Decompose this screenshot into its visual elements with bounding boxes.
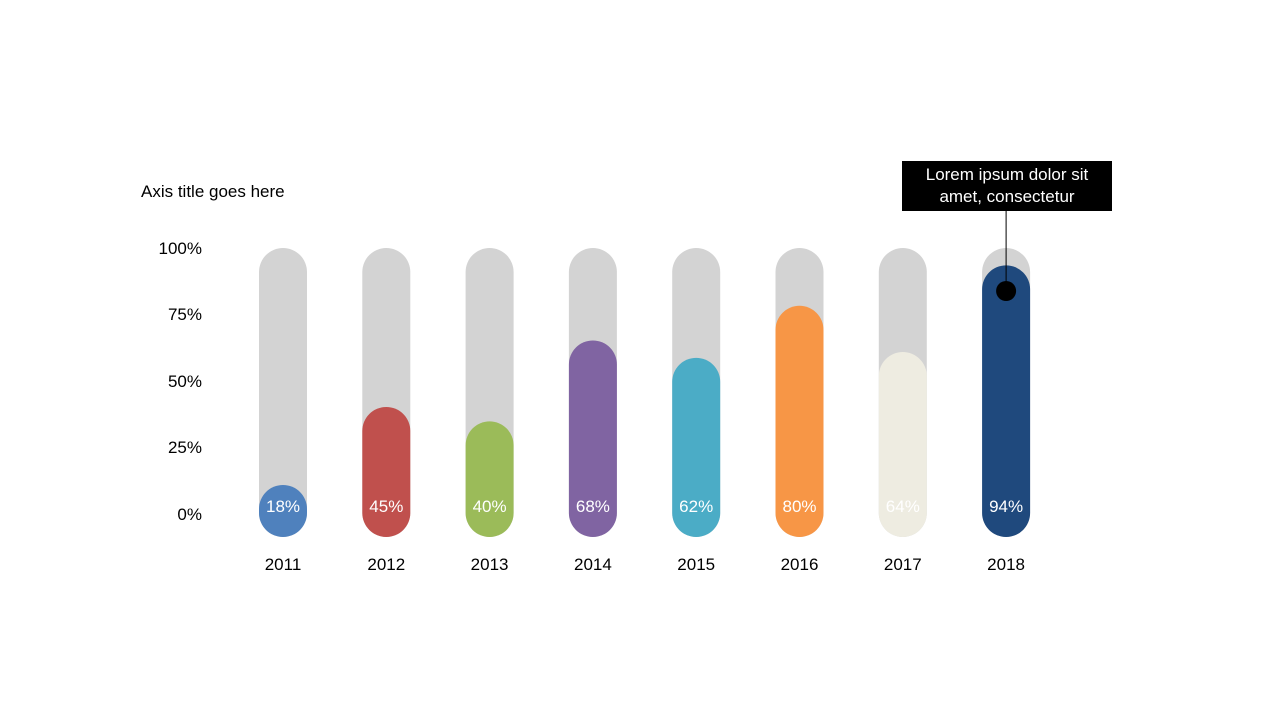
y-tick-label: 100% — [159, 239, 202, 258]
bar-value — [672, 357, 721, 537]
bar-value — [568, 340, 617, 537]
annotation-callout: Lorem ipsum dolor sit amet, consectetur — [902, 161, 1112, 211]
x-category-label: 2015 — [677, 555, 715, 574]
x-category-label: 2017 — [884, 555, 922, 574]
bar-value — [878, 352, 927, 537]
x-category-label: 2011 — [265, 555, 302, 574]
y-axis-ticks: 100% 75% 50% 25% 0% — [159, 239, 202, 524]
bar-value — [775, 305, 824, 537]
y-axis-title: Axis title goes here — [141, 182, 285, 201]
annotation-connector — [996, 211, 1017, 301]
x-category-label: 2013 — [471, 555, 509, 574]
x-category-label: 2012 — [367, 555, 405, 574]
annotation-marker — [996, 281, 1017, 301]
bar-value — [362, 406, 411, 537]
bar-value-label: 64% — [886, 497, 920, 516]
bar-track — [259, 248, 307, 537]
y-tick-label: 0% — [177, 505, 202, 524]
annotation-text: Lorem ipsum dolor sit amet, consectetur — [925, 165, 1089, 206]
y-tick-label: 25% — [168, 438, 202, 457]
bar-value-label: 62% — [679, 497, 713, 516]
bar-value — [465, 421, 514, 537]
bar-value-label: 45% — [369, 497, 403, 516]
bar-value-label: 40% — [473, 497, 507, 516]
bar-series: 18% 2011 45% 2012 40% 2013 68% 2014 62% 2015 80% 20… — [259, 248, 1031, 574]
y-tick-label: 75% — [168, 305, 202, 324]
bar-value-label: 18% — [266, 497, 300, 516]
bar-value-label: 68% — [576, 497, 610, 516]
bar-value — [982, 265, 1031, 537]
bar-value — [259, 484, 307, 537]
y-tick-label: 50% — [168, 372, 202, 391]
bar-value-label: 94% — [989, 497, 1023, 516]
x-category-label: 2016 — [781, 555, 819, 574]
x-category-label: 2018 — [987, 555, 1025, 574]
x-category-label: 2014 — [574, 555, 612, 574]
bar-value-label: 80% — [782, 497, 816, 516]
